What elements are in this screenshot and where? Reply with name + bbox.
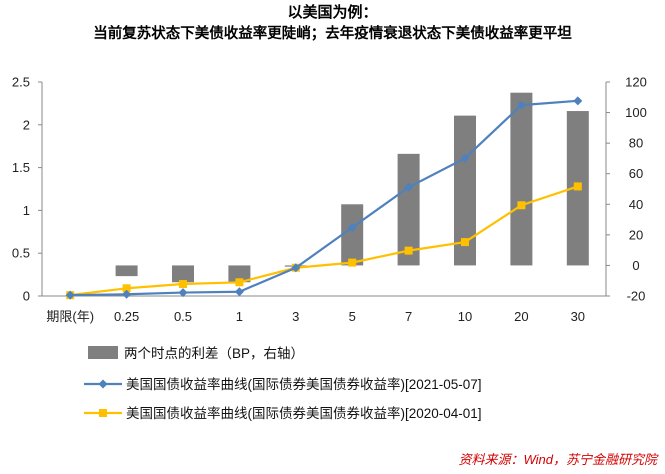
- x-tick-label: 30: [571, 309, 585, 324]
- point-2020: [179, 280, 187, 289]
- point-2021: [122, 289, 132, 299]
- x-tick-label: 10: [458, 309, 472, 324]
- x-tick-label: 期限(年): [46, 309, 94, 324]
- point-2021: [573, 96, 583, 106]
- line-2021: [70, 99, 578, 297]
- x-tick-label: 0.25: [114, 309, 139, 324]
- source-note: 资料来源：Wind，苏宁金融研究院: [458, 452, 657, 467]
- point-2021: [234, 287, 244, 297]
- right-tick-label: 60: [629, 166, 643, 181]
- legend-swatch-bar: [88, 346, 118, 359]
- spread-bar: [397, 153, 420, 266]
- spread-bar: [228, 265, 251, 283]
- spread-bar: [510, 92, 533, 266]
- spread-bar: [341, 204, 364, 266]
- right-tick-label: 80: [629, 136, 643, 151]
- point-2021: [460, 153, 470, 163]
- point-2020: [461, 238, 469, 247]
- legend-label-2021: 美国国债收益率曲线(国际债券美国债券收益率)[2021-05-07]: [126, 376, 482, 392]
- right-tick-label: -20: [627, 289, 646, 304]
- point-2021: [404, 182, 414, 192]
- left-tick-label: 0.5: [12, 246, 30, 261]
- legend: 两个时点的利差（BP，右轴） 美国国债收益率曲线(国际债券美国债券收益率)[202…: [84, 346, 482, 421]
- legend-label-bar: 两个时点的利差（BP，右轴）: [124, 346, 304, 361]
- point-2021: [65, 290, 75, 300]
- right-tick-label: 40: [629, 197, 643, 212]
- point-2020: [517, 201, 526, 210]
- point-2021: [178, 288, 188, 298]
- chart-title: 以美国为例：: [287, 4, 378, 21]
- x-tick-label: 5: [349, 309, 356, 324]
- left-tick-label: 1.5: [12, 160, 30, 175]
- point-2020: [573, 182, 582, 191]
- legend-marker-2021: [98, 379, 108, 389]
- legend-label-2020: 美国国债收益率曲线(国际债券美国债券收益率)[2020-04-01]: [126, 405, 482, 421]
- bar-series: [115, 92, 589, 283]
- left-tick-label: 2: [23, 117, 30, 132]
- right-tick-label: 120: [625, 75, 647, 90]
- left-tick-label: 0: [23, 289, 30, 304]
- spread-bar: [115, 265, 138, 277]
- point-2020: [122, 284, 131, 293]
- right-tick-label: 100: [625, 105, 647, 120]
- left-tick-label: 2.5: [12, 75, 30, 90]
- x-tick-label: 20: [514, 309, 528, 324]
- point-2021: [347, 223, 357, 233]
- legend-marker-2020: [99, 409, 107, 417]
- right-tick-label: 20: [629, 227, 643, 242]
- chart-subtitle: 当前复苏状态下美债收益率更陡峭；去年疫情衰退状态下美债收益率更平坦: [93, 26, 572, 42]
- spread-bar: [172, 265, 194, 283]
- point-2020: [235, 278, 244, 287]
- point-2021: [291, 263, 301, 273]
- left-tick-label: 1: [23, 203, 30, 218]
- right-tick-label: 0: [632, 258, 639, 273]
- x-tick-label: 3: [292, 309, 299, 324]
- line-series: [65, 96, 583, 300]
- x-tick-label: 1: [236, 309, 243, 324]
- point-2020: [404, 246, 413, 255]
- point-2020: [348, 258, 357, 267]
- x-tick-label: 0.5: [174, 309, 192, 324]
- point-2021: [516, 100, 526, 110]
- line-2020: [70, 185, 579, 297]
- x-tick-label: 7: [405, 309, 412, 324]
